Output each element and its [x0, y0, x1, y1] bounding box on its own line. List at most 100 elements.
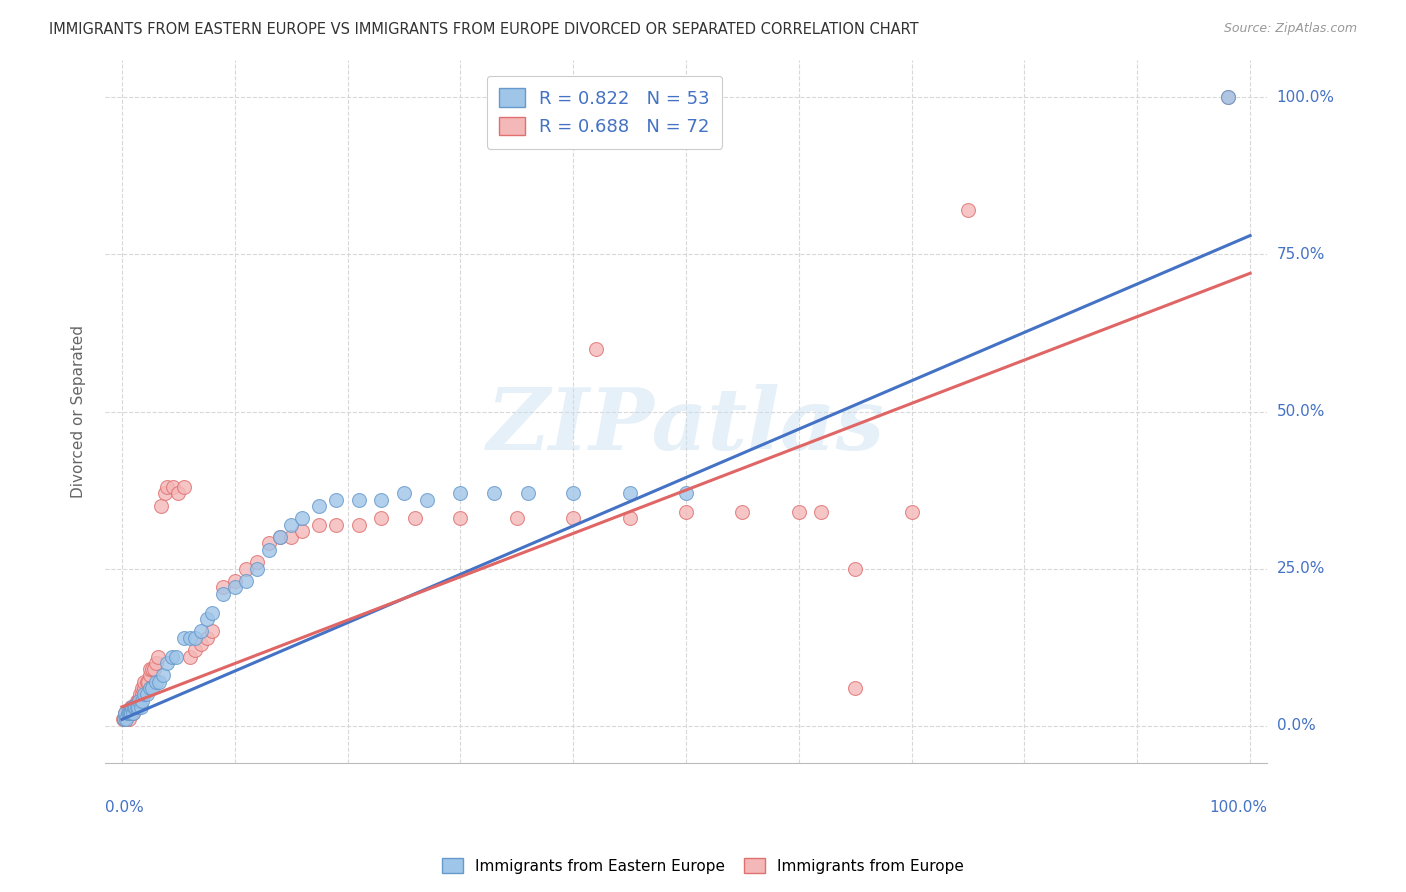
Point [404, 511, 426, 525]
Text: 25.0%: 25.0% [1277, 561, 1324, 576]
Point [127, 699, 149, 714]
Point [619, 486, 641, 500]
Point [115, 713, 138, 727]
Point [139, 681, 162, 695]
Point [325, 517, 347, 532]
Point [124, 699, 146, 714]
Point [235, 561, 257, 575]
Point [280, 517, 302, 532]
Point [291, 524, 314, 538]
Point [114, 713, 136, 727]
Point [127, 693, 149, 707]
Point [160, 649, 183, 664]
Point [115, 713, 138, 727]
Point [195, 612, 218, 626]
Point [121, 706, 143, 721]
Point [112, 713, 135, 727]
Point [125, 699, 148, 714]
Point [156, 480, 179, 494]
Point [224, 581, 246, 595]
Point [347, 492, 370, 507]
Point [129, 687, 152, 701]
Point [308, 499, 330, 513]
Point [449, 511, 471, 525]
Point [506, 511, 529, 525]
Legend: R = 0.822   N = 53, R = 0.688   N = 72: R = 0.822 N = 53, R = 0.688 N = 72 [486, 76, 723, 149]
Point [120, 706, 142, 721]
Point [162, 480, 184, 494]
Point [120, 706, 142, 721]
Point [114, 706, 136, 721]
Point [325, 492, 347, 507]
Point [190, 624, 212, 639]
Point [184, 631, 207, 645]
Point [167, 486, 190, 500]
Point [141, 662, 163, 676]
Point [117, 706, 139, 721]
Point [179, 631, 201, 645]
Point [810, 505, 832, 519]
Point [118, 706, 141, 721]
Point [150, 499, 173, 513]
Point [173, 631, 195, 645]
Point [122, 706, 145, 721]
Point [280, 530, 302, 544]
Point [517, 486, 540, 500]
Point [269, 530, 291, 544]
Point [844, 681, 866, 695]
Point [156, 656, 179, 670]
Point [145, 674, 167, 689]
Point [195, 631, 218, 645]
Point [124, 699, 146, 714]
Point [146, 649, 169, 664]
Point [269, 530, 291, 544]
Point [562, 486, 585, 500]
Point [117, 706, 139, 721]
Point [224, 574, 246, 589]
Point [128, 693, 150, 707]
Point [347, 517, 370, 532]
Point [118, 706, 141, 721]
Point [131, 687, 153, 701]
Point [121, 699, 143, 714]
Point [184, 643, 207, 657]
Point [291, 511, 314, 525]
Point [134, 674, 156, 689]
Point [125, 693, 148, 707]
Point [257, 542, 280, 557]
Point [415, 492, 437, 507]
Point [121, 699, 143, 714]
Text: 100.0%: 100.0% [1209, 799, 1267, 814]
Point [145, 656, 167, 670]
Point [1216, 90, 1239, 104]
Point [619, 511, 641, 525]
Point [129, 699, 152, 714]
Point [139, 662, 162, 676]
Point [449, 486, 471, 500]
Point [118, 706, 141, 721]
Point [370, 511, 392, 525]
Text: Source: ZipAtlas.com: Source: ZipAtlas.com [1223, 22, 1357, 36]
Point [201, 606, 224, 620]
Point [114, 706, 136, 721]
Point [118, 706, 141, 721]
Point [731, 505, 754, 519]
Point [124, 699, 146, 714]
Text: 0.0%: 0.0% [105, 799, 143, 814]
Point [257, 536, 280, 550]
Point [135, 674, 157, 689]
Point [139, 668, 162, 682]
Point [120, 699, 142, 714]
Point [135, 687, 157, 701]
Point [370, 492, 392, 507]
Point [112, 713, 135, 727]
Point [235, 574, 257, 589]
Point [562, 511, 585, 525]
Point [173, 480, 195, 494]
Point [112, 713, 135, 727]
Point [118, 713, 141, 727]
Text: 0.0%: 0.0% [1277, 718, 1316, 733]
Point [787, 505, 810, 519]
Point [141, 681, 163, 695]
Point [124, 699, 146, 714]
